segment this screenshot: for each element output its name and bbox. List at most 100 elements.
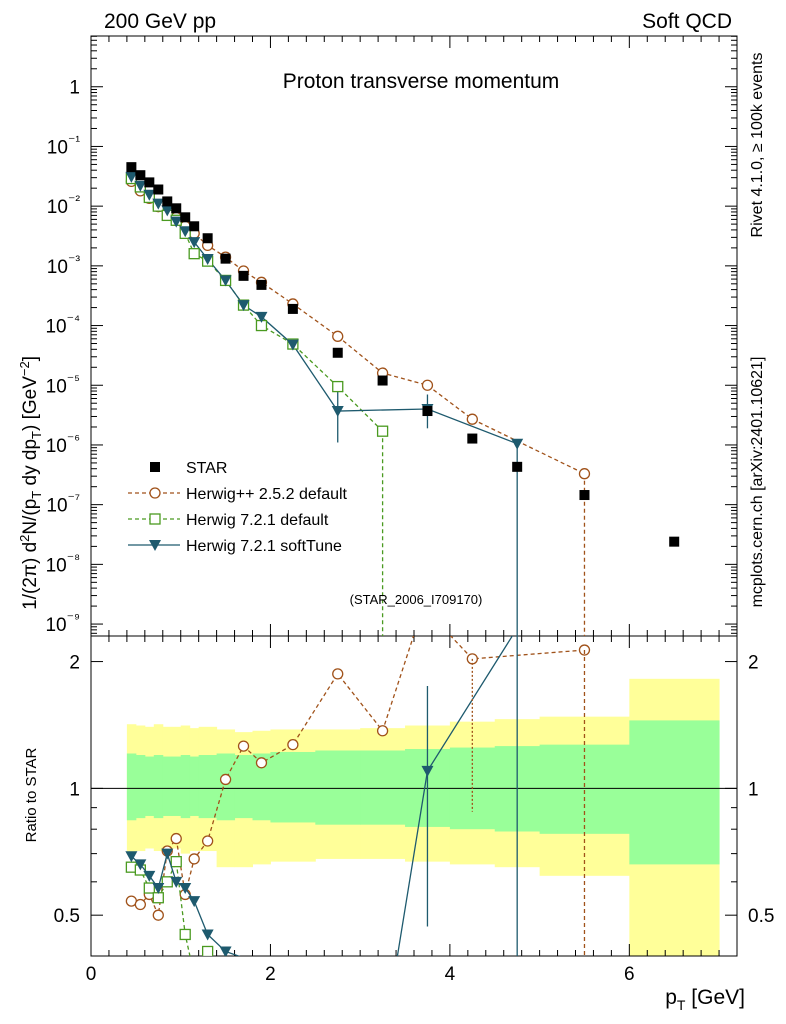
text-labels: 0 2 4 6110⁻¹10⁻²10⁻³10⁻⁴10⁻⁵10⁻⁶10⁻⁷10⁻⁸10⁻… [17,10,774,1013]
marker-circle [255,757,268,769]
marker-triangle [170,216,183,228]
y-label-sup: −2 [17,361,32,376]
legend-marker-star [150,462,160,472]
marker-filled-square [579,490,590,501]
green-band-bin [198,755,218,819]
marker-circle [287,738,299,751]
green-band-bin [216,753,236,821]
marker-circle [332,668,344,680]
marker-filled-square [332,347,343,358]
y-tick-base: 10 [46,436,67,457]
y-label-part: ] [20,356,41,361]
y-tick-label: 10⁻⁵ [46,371,80,397]
marker-square [161,876,173,888]
y-label-sub: T [29,491,44,499]
y-tick-label: 10⁻⁶ [46,431,80,457]
marker-filled-square [135,170,146,181]
marker-circle [188,853,200,865]
marker-triangle [511,438,524,450]
y-tick-base: 10 [46,376,67,397]
y-tick-base: 10 [47,197,68,218]
green-band-bin [629,720,720,865]
marker-triangle [143,189,156,201]
marker-square [188,248,200,260]
green-band-bin [153,755,164,819]
x-tick-label: 0 [86,964,97,985]
green-band-bin [270,751,316,823]
marker-circle [149,487,161,499]
main-series-group [125,162,680,636]
legend: STAR Herwig++ 2.5.2 default Herwig 7.2.1 d… [128,460,348,555]
marker-square [170,855,182,868]
y-tick-base: 10 [45,317,66,338]
green-band-bin [162,756,173,816]
marker-triangle [201,254,214,266]
ratio-line-1 [131,859,209,956]
legend-label-1: Herwig 7.2.1 default [186,512,329,529]
marker-square [332,380,344,393]
y-label-part: 1/(2π) d [20,542,41,610]
band-group [126,678,720,956]
marker-square [149,513,161,525]
marker-circle [376,725,389,737]
marker-circle [237,740,250,752]
green-band-bin [126,753,137,821]
green-band-bin [360,750,406,825]
marker-triangle [161,205,174,217]
green-band-bin [180,755,191,819]
x-tick-label: 6 [624,964,635,985]
marker-filled-square [512,461,523,472]
y-tick-label: 10⁻⁸ [46,550,81,576]
marker-filled-square [238,270,249,281]
marker-circle [466,413,478,425]
marker-filled-square [220,253,231,264]
y-label-sup: 2 [17,535,32,542]
y-axis-label: 1/(2π) d2N/(pT dy dpT) [GeV−2] [17,356,44,610]
x-tick-label: 4 [445,964,456,985]
x-tick-label: 2 [265,964,276,985]
marker-triangle [219,946,232,956]
ratio-y-label: Ratio to STAR [23,747,40,842]
marker-triangle [188,896,201,908]
marker-filled-square [126,162,137,173]
marker-circle [219,773,232,786]
side-label-bottom: mcplots.cern.ch [arXiv:2401.10621] [749,357,766,608]
y-label-part: N/(p [20,499,41,535]
y-tick-base: 10 [47,137,68,158]
y-tick-exponent: ⁻¹ [68,132,80,148]
marker-triangle [237,300,250,312]
marker-circle [201,835,214,847]
y-label-sub: T [29,431,44,439]
y-tick-label: 10⁻⁷ [46,491,80,517]
axis-ticks [90,35,737,957]
marker-circle [170,832,182,845]
marker-circle [421,379,434,391]
marker-triangle [255,311,268,323]
y-tick-exponent: ⁻⁹ [67,610,80,626]
marker-circle [332,330,344,342]
marker-filled-square [171,203,182,214]
marker-circle [578,468,591,480]
marker-filled-square [144,177,155,188]
y-tick-exponent: ⁻⁴ [67,312,80,328]
green-band-bin [135,755,146,819]
marker-triangle [152,883,165,895]
marker-triangle [286,339,299,351]
marker-square [152,892,164,904]
marker-triangle [125,171,138,183]
x-label-unit: [GeV] [685,986,745,1009]
marker-square [189,970,199,980]
green-band-bin [234,755,253,819]
x-label-p: p [665,986,677,1009]
plot-title: Proton transverse momentum [283,70,560,93]
marker-filled-square [180,212,191,223]
green-band-bin [252,753,271,821]
y-tick-label: 1 [69,78,80,99]
marker-triangle [143,870,156,882]
marker-square [179,928,191,941]
marker-filled-square [189,221,200,232]
header-left: 200 GeV pp [104,10,216,33]
ratio-y-tick-label-right: 0.5 [748,906,774,927]
marker-square [201,945,214,956]
